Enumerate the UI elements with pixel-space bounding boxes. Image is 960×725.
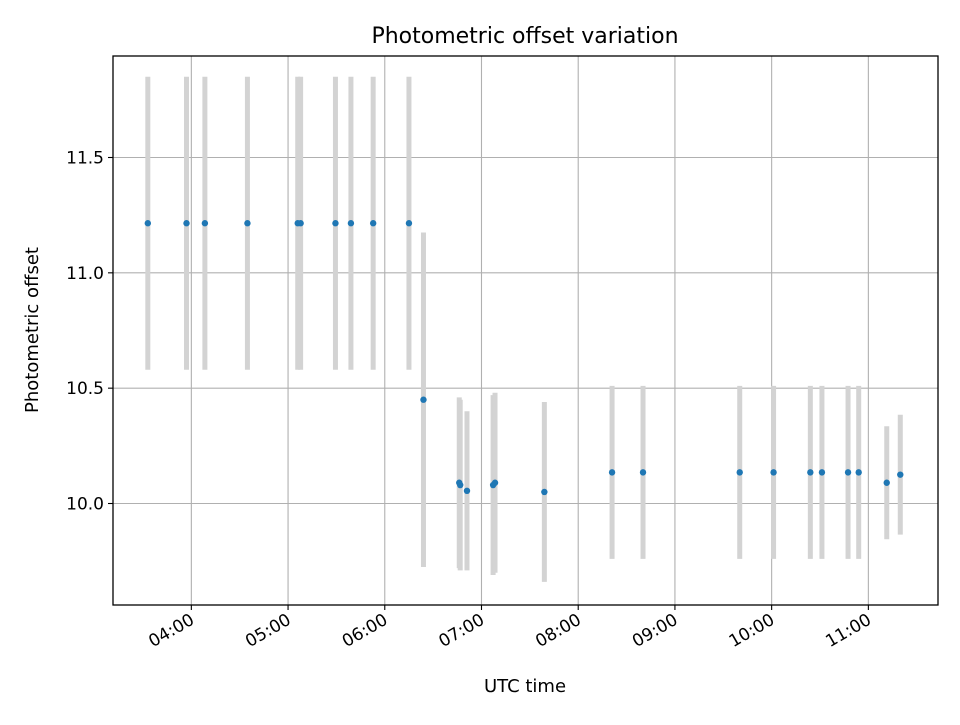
y-tick-label: 10.5 xyxy=(66,379,104,399)
data-point xyxy=(183,220,190,227)
data-point xyxy=(463,487,471,495)
data-point xyxy=(405,220,413,227)
data-point xyxy=(457,481,464,489)
data-point xyxy=(347,220,355,227)
data-point xyxy=(736,469,743,476)
point-layer xyxy=(144,220,904,496)
data-point xyxy=(608,469,616,476)
data-point xyxy=(420,396,427,403)
data-point xyxy=(201,220,209,227)
data-point xyxy=(244,220,251,227)
data-point xyxy=(491,479,499,486)
data-point xyxy=(144,220,152,227)
grid-layer xyxy=(113,56,938,605)
data-point xyxy=(897,471,904,478)
data-point xyxy=(639,469,647,476)
data-point xyxy=(297,220,304,227)
plot-area-background xyxy=(113,56,938,605)
x-axis-label: UTC time xyxy=(484,676,566,697)
y-axis-label: Photometric offset xyxy=(22,247,43,413)
data-point xyxy=(770,469,777,476)
y-tick-label: 11.0 xyxy=(66,264,104,284)
data-point xyxy=(807,469,814,476)
data-point xyxy=(818,469,826,476)
plot-area-frame xyxy=(112,55,939,606)
data-point xyxy=(883,479,890,486)
y-tick-label: 10.0 xyxy=(66,495,104,515)
data-point xyxy=(844,469,852,476)
y-tick-label: 11.5 xyxy=(66,148,104,168)
data-point xyxy=(855,469,862,476)
data-point xyxy=(541,488,548,496)
data-point xyxy=(369,220,377,227)
chart-title: Photometric offset variation xyxy=(371,24,678,49)
data-point xyxy=(332,220,339,227)
